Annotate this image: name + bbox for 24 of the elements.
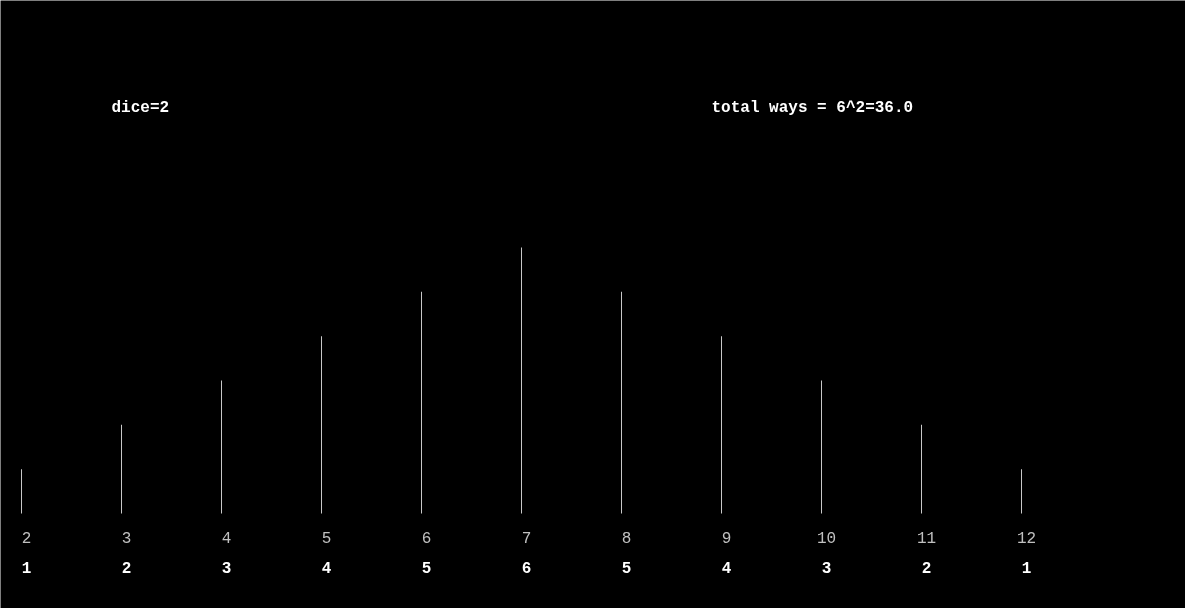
x-tick-label: 5 [321, 530, 332, 548]
data-label: 1 [1021, 560, 1032, 578]
x-tick-label: 4 [221, 530, 232, 548]
x-tick-label: 2 [21, 530, 32, 548]
x-tick-label: 9 [721, 530, 732, 548]
data-label: 2 [921, 560, 932, 578]
text: total ways = 6^2=36.0 [711, 98, 914, 117]
data-label: 3 [221, 560, 232, 578]
x-tick-label: 8 [621, 530, 632, 548]
data-label: 3 [821, 560, 832, 578]
chart-title: dice=2 [111, 98, 170, 117]
x-tick-label: 11 [916, 530, 937, 548]
data-label: 4 [321, 560, 332, 578]
x-tick-label: 10 [816, 530, 837, 548]
x-tick-label: 12 [1016, 530, 1037, 548]
data-label: 5 [421, 560, 432, 578]
data-label: 4 [721, 560, 732, 578]
data-label: 2 [121, 560, 132, 578]
x-tick-label: 3 [121, 530, 132, 548]
x-tick-label: 7 [521, 530, 532, 548]
x-tick-label: 6 [421, 530, 432, 548]
data-label: 6 [521, 560, 532, 578]
data-label: 5 [621, 560, 632, 578]
data-label: 1 [21, 560, 32, 578]
